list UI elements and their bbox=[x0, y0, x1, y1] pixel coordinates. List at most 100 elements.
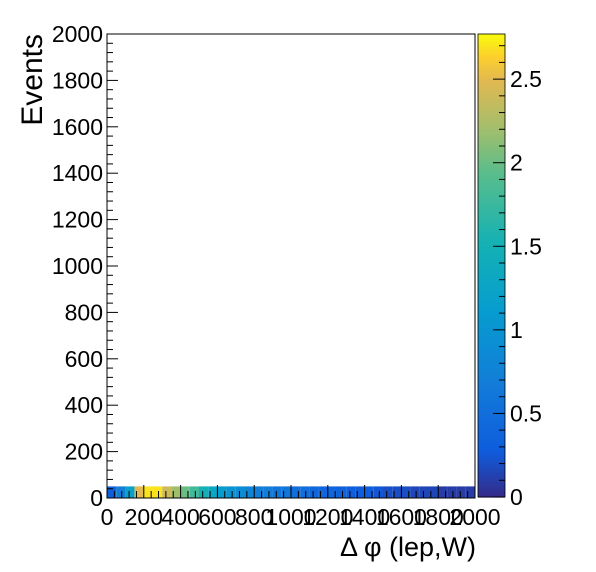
colorbar-tick-labels: 0 0.5 1 1.5 2 2.5 bbox=[510, 66, 542, 510]
colorbar-segment bbox=[478, 117, 505, 121]
colorbar-segment bbox=[478, 221, 505, 225]
heatmap-bin bbox=[189, 486, 199, 498]
heatmap-bin bbox=[355, 486, 365, 498]
colorbar-segment bbox=[478, 147, 505, 151]
heatmap-bin bbox=[116, 486, 126, 498]
x-axis-ticks bbox=[106, 485, 476, 498]
colorbar-segment bbox=[478, 434, 505, 438]
colorbar-segment bbox=[478, 128, 505, 132]
heatmap-bin bbox=[465, 486, 475, 498]
colorbar-segment bbox=[478, 50, 505, 54]
colorbar-segment bbox=[478, 91, 505, 95]
heatmap-bin bbox=[383, 486, 393, 498]
colorbar-tick-label: 0 bbox=[510, 484, 523, 510]
colorbar-segment bbox=[478, 34, 505, 37]
colorbar-segment bbox=[478, 101, 505, 105]
heatmap-bin bbox=[429, 486, 439, 498]
colorbar-segment bbox=[478, 404, 505, 408]
colorbar-segment bbox=[478, 64, 505, 68]
colorbar-segment bbox=[478, 161, 505, 165]
colorbar-segment bbox=[478, 84, 505, 88]
colorbar-segment bbox=[478, 191, 505, 195]
colorbar-segment bbox=[478, 182, 505, 186]
colorbar-segment bbox=[478, 133, 505, 137]
colorbar-segment bbox=[478, 441, 505, 445]
colorbar-segment bbox=[478, 260, 505, 264]
colorbar-segment bbox=[478, 413, 505, 417]
colorbar-segment bbox=[478, 131, 505, 135]
colorbar-segment bbox=[478, 286, 505, 290]
colorbar-segment bbox=[478, 177, 505, 181]
colorbar-segment bbox=[478, 43, 505, 47]
colorbar-segment bbox=[478, 38, 505, 42]
x-tick-label: 800 bbox=[235, 504, 273, 530]
colorbar-segment bbox=[478, 376, 505, 380]
colorbar-segment bbox=[478, 149, 505, 153]
colorbar-segment bbox=[478, 87, 505, 91]
colorbar-segment bbox=[478, 96, 505, 100]
colorbar-segment bbox=[478, 328, 505, 331]
colorbar-segment bbox=[478, 314, 505, 318]
colorbar-segment bbox=[478, 494, 505, 498]
colorbar-segment bbox=[478, 443, 505, 447]
colorbar-segment bbox=[478, 362, 505, 366]
colorbar-segment bbox=[478, 471, 505, 475]
heatmap-bin bbox=[281, 486, 291, 498]
colorbar-segment bbox=[478, 94, 505, 98]
colorbar-segment bbox=[478, 341, 505, 345]
colorbar-segment bbox=[478, 237, 505, 241]
y-axis-ticks bbox=[107, 33, 118, 499]
colorbar-segment bbox=[478, 121, 505, 125]
colorbar-segment bbox=[478, 490, 505, 493]
colorbar-segment bbox=[478, 98, 505, 102]
colorbar-segment bbox=[478, 422, 505, 426]
colorbar-segment bbox=[478, 293, 505, 297]
colorbar-segment bbox=[478, 334, 505, 338]
colorbar-segment bbox=[478, 263, 505, 267]
y-tick-label: 600 bbox=[65, 346, 103, 372]
colorbar-segment bbox=[478, 207, 505, 211]
colorbar-segment bbox=[478, 156, 505, 160]
colorbar-segment bbox=[478, 233, 505, 237]
colorbar-segment bbox=[478, 476, 505, 480]
colorbar-segment bbox=[478, 473, 505, 477]
colorbar-segment bbox=[478, 448, 505, 452]
colorbar-segment bbox=[478, 381, 505, 385]
heatmap-bin bbox=[438, 486, 448, 498]
colorbar-segment bbox=[478, 346, 505, 350]
colorbar-segment bbox=[478, 483, 505, 487]
heatmap-bin bbox=[309, 486, 319, 498]
colorbar-segment bbox=[478, 332, 505, 336]
colorbar-segment bbox=[478, 256, 505, 260]
colorbar-segment bbox=[478, 330, 505, 334]
colorbar-segment bbox=[478, 212, 505, 216]
colorbar-segment bbox=[478, 135, 505, 139]
x-tick-label: 2000 bbox=[449, 504, 500, 530]
colorbar-segment bbox=[478, 309, 505, 313]
colorbar-segment bbox=[478, 242, 505, 246]
colorbar-segment bbox=[478, 402, 505, 405]
x-tick-label: 1400 bbox=[339, 504, 390, 530]
colorbar-segment bbox=[478, 323, 505, 327]
colorbar-segment bbox=[478, 297, 505, 301]
colorbar-segment bbox=[478, 40, 505, 44]
colorbar-segment bbox=[478, 152, 505, 155]
colorbar-segment bbox=[478, 165, 505, 169]
colorbar-segment bbox=[478, 378, 505, 382]
colorbar-segment bbox=[478, 145, 505, 149]
colorbar-segment bbox=[478, 302, 505, 306]
y-tick-label: 1200 bbox=[52, 207, 103, 233]
colorbar-segment bbox=[478, 409, 505, 412]
y-tick-label: 1600 bbox=[52, 114, 103, 140]
colorbar-segment bbox=[478, 383, 505, 387]
colorbar-segment bbox=[478, 397, 505, 401]
colorbar-segment bbox=[478, 124, 505, 128]
colorbar-segment bbox=[478, 392, 505, 396]
heatmap-bin bbox=[447, 486, 457, 498]
colorbar-segment bbox=[478, 267, 505, 271]
y-tick-label: 2000 bbox=[52, 21, 103, 47]
colorbar-segment bbox=[478, 214, 505, 218]
colorbar-segment bbox=[478, 360, 505, 364]
heatmap-bin bbox=[300, 486, 310, 498]
